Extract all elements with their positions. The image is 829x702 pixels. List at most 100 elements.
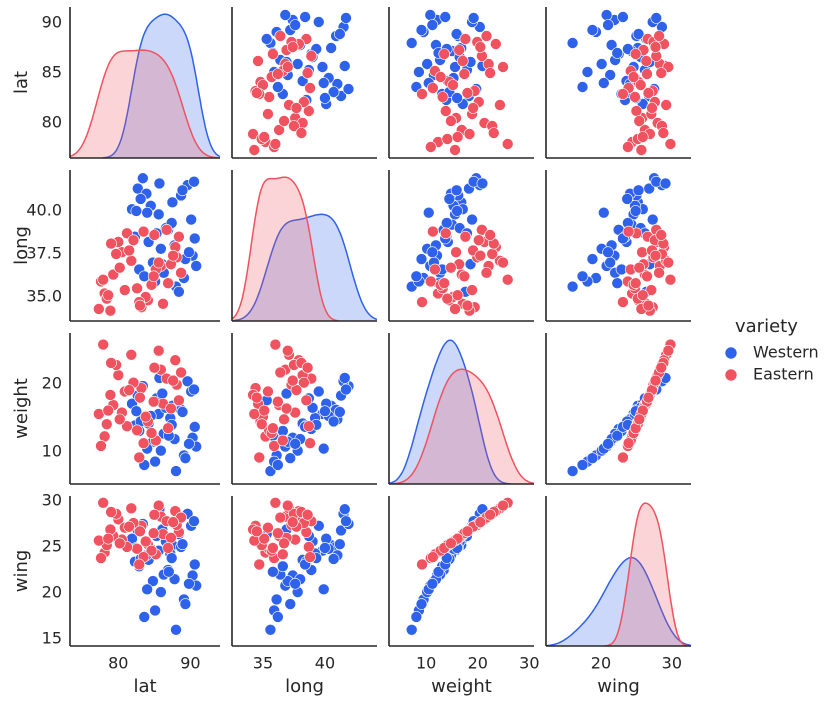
scatter-point	[93, 534, 105, 547]
x-tick-label: 30	[519, 654, 539, 673]
scatter-point	[439, 11, 452, 23]
scatter-point	[317, 77, 330, 89]
y-tick-label: 20	[42, 374, 62, 393]
scatter-point	[611, 429, 624, 442]
scatter-point	[289, 19, 302, 31]
scatter-point	[451, 92, 463, 104]
scatter-point	[130, 405, 143, 418]
scatter-point	[262, 385, 274, 398]
scatter-point	[451, 289, 464, 302]
density-area	[232, 177, 339, 321]
scatter-point	[105, 237, 117, 250]
scatter-point	[650, 12, 663, 24]
scatter-point	[459, 33, 472, 45]
scatter-point	[272, 527, 284, 539]
scatter-point	[258, 404, 271, 417]
scatter-point	[317, 583, 330, 596]
scatter-point	[272, 611, 284, 623]
scatter-point	[290, 102, 303, 114]
scatter-point	[165, 552, 178, 564]
scatter-point	[338, 60, 351, 72]
scatter-point	[289, 577, 302, 590]
scatter-point	[484, 67, 496, 79]
density-area	[102, 14, 220, 159]
scatter-point	[327, 553, 340, 565]
scatter-point	[252, 55, 264, 67]
scatter-point	[413, 66, 425, 78]
scatter-point	[155, 444, 167, 457]
scatter-point	[405, 624, 418, 636]
scatter-point	[131, 282, 143, 295]
scatter-point	[604, 256, 616, 269]
scatter-point	[438, 277, 451, 289]
scatter-point	[453, 44, 465, 56]
scatter-point	[175, 366, 187, 379]
scatter-point	[133, 451, 146, 464]
density-area	[546, 557, 691, 646]
scatter-point	[97, 497, 109, 509]
scatter-point	[410, 611, 423, 623]
x-tick-label: 20	[591, 654, 611, 673]
x-axis-label: weight	[431, 676, 492, 697]
y-tick-label: 37.5	[26, 243, 62, 262]
scatter-point	[248, 144, 261, 156]
scatter-point	[253, 451, 266, 464]
scatter-point	[299, 11, 311, 23]
scatter-point	[160, 224, 173, 236]
scatter-point	[467, 102, 479, 114]
scatter-point	[165, 402, 177, 415]
scatter-point	[439, 105, 452, 117]
scatter-point	[629, 48, 642, 60]
scatter-point	[602, 246, 614, 259]
scatter-point	[248, 408, 261, 420]
scatter-point	[272, 395, 284, 408]
y-tick-label: 80	[42, 113, 62, 132]
scatter-point	[95, 552, 107, 564]
scatter-point	[179, 598, 192, 610]
scatter-point	[278, 413, 290, 426]
scatter-point	[426, 246, 439, 259]
scatter-point	[416, 296, 428, 308]
scatter-point	[134, 193, 147, 205]
scatter-point	[566, 280, 579, 293]
scatter-point	[649, 374, 662, 387]
scatter-point	[426, 577, 439, 590]
y-tick-label: 90	[42, 13, 62, 32]
scatter-point	[295, 127, 308, 139]
scatter-point	[303, 105, 315, 117]
scatter-point	[148, 361, 161, 374]
scatter-point	[130, 205, 143, 217]
scatter-point	[166, 196, 179, 209]
scatter-point	[415, 24, 428, 36]
scatter-point	[617, 88, 629, 100]
scatter-point	[486, 248, 499, 260]
scatter-point	[105, 357, 117, 369]
scatter-point	[173, 285, 185, 298]
scatter-point	[152, 208, 165, 221]
scatter-point	[176, 538, 189, 551]
scatter-point	[424, 141, 437, 153]
scatter-point	[416, 558, 428, 571]
y-axis-label: weight	[11, 378, 32, 439]
scatter-point	[274, 511, 287, 524]
scatter-point	[137, 172, 149, 185]
scatter-point	[127, 234, 140, 246]
scatter-point	[170, 624, 182, 636]
scatter-point	[447, 79, 459, 91]
scatter-point	[131, 424, 143, 437]
scatter-point	[303, 420, 315, 432]
scatter-point	[458, 68, 471, 80]
scatter-point	[312, 16, 325, 28]
scatter-point	[497, 61, 509, 73]
scatter-point	[461, 525, 474, 538]
scatter-point	[289, 438, 302, 450]
scatter-point	[291, 58, 304, 70]
scatter-point	[104, 304, 117, 317]
scatter-point	[586, 24, 599, 36]
y-axis-label: long	[11, 226, 32, 265]
scatter-point	[175, 267, 187, 279]
y-tick-label: 85	[42, 63, 62, 82]
scatter-point	[123, 244, 135, 257]
x-axis-label: long	[285, 676, 324, 697]
scatter-point	[301, 67, 314, 79]
